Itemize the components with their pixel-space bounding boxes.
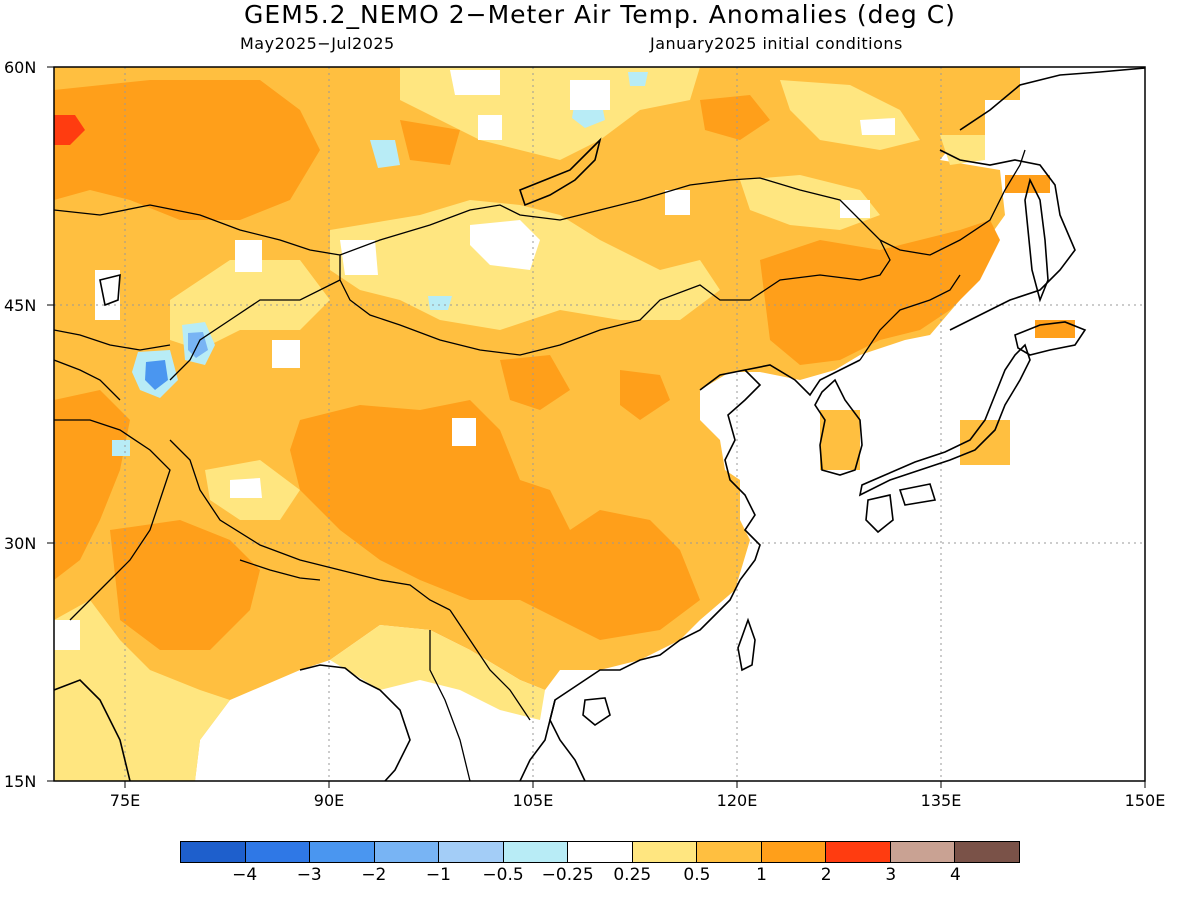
gridlines (54, 67, 1145, 781)
colorbar-swatch (697, 842, 762, 862)
colorbar-label: 2 (820, 865, 832, 885)
colorbar-label: −1 (425, 865, 451, 885)
colorbar-label: −3 (296, 865, 322, 885)
colorbar-label: 3 (885, 865, 897, 885)
lat-label-30n: 30N (4, 534, 37, 553)
lat-label-60n: 60N (4, 58, 37, 77)
colorbar-swatch (245, 842, 311, 862)
lon-label-90e: 90E (313, 791, 345, 810)
lat-label-15n: 15N (4, 772, 37, 791)
lon-label-120e: 120E (716, 791, 758, 810)
map-title: GEM5.2_NEMO 2−Meter Air Temp. Anomalies … (244, 0, 956, 29)
colorbar-swatch (955, 842, 1019, 862)
axis-ticks (47, 66, 1146, 788)
colorbar-label: −0.5 (482, 865, 524, 885)
colorbar-label: 0.25 (613, 865, 652, 885)
lat-label-45n: 45N (4, 296, 37, 315)
plot-frame (53, 66, 1146, 782)
colorbar-swatch (632, 842, 698, 862)
colorbar-swatch (568, 842, 633, 862)
colorbar-label: −2 (361, 865, 387, 885)
anomaly-field-2-3 (54, 115, 85, 145)
colorbar-swatch (181, 842, 246, 862)
lon-label-135e: 135E (920, 791, 962, 810)
colorbar-swatch (761, 842, 827, 862)
colorbar (180, 841, 1020, 863)
colorbar-swatch (310, 842, 375, 862)
colorbar-swatch (439, 842, 504, 862)
colorbar-swatch (826, 842, 891, 862)
colorbar-label: 1 (756, 865, 767, 885)
colorbar-swatch (374, 842, 440, 862)
forecast-period: May2025−Jul2025 (240, 34, 395, 53)
colorbar-swatch (890, 842, 956, 862)
anomaly-field-0.25-0.5 (54, 600, 230, 781)
colorbar-label: 4 (949, 865, 961, 885)
colorbar-swatch (503, 842, 569, 862)
lon-label-105e: 105E (512, 791, 554, 810)
colorbar-label: 0.5 (683, 865, 711, 885)
lon-label-150e: 150E (1124, 791, 1166, 810)
lon-label-75e: 75E (109, 791, 141, 810)
initial-conditions: January2025 initial conditions (650, 34, 903, 53)
colorbar-label: −4 (232, 865, 258, 885)
coastlines (54, 67, 1145, 781)
borders (54, 149, 1026, 781)
anomaly-field-1-2 (290, 400, 700, 640)
colorbar-label: −0.25 (541, 865, 594, 885)
